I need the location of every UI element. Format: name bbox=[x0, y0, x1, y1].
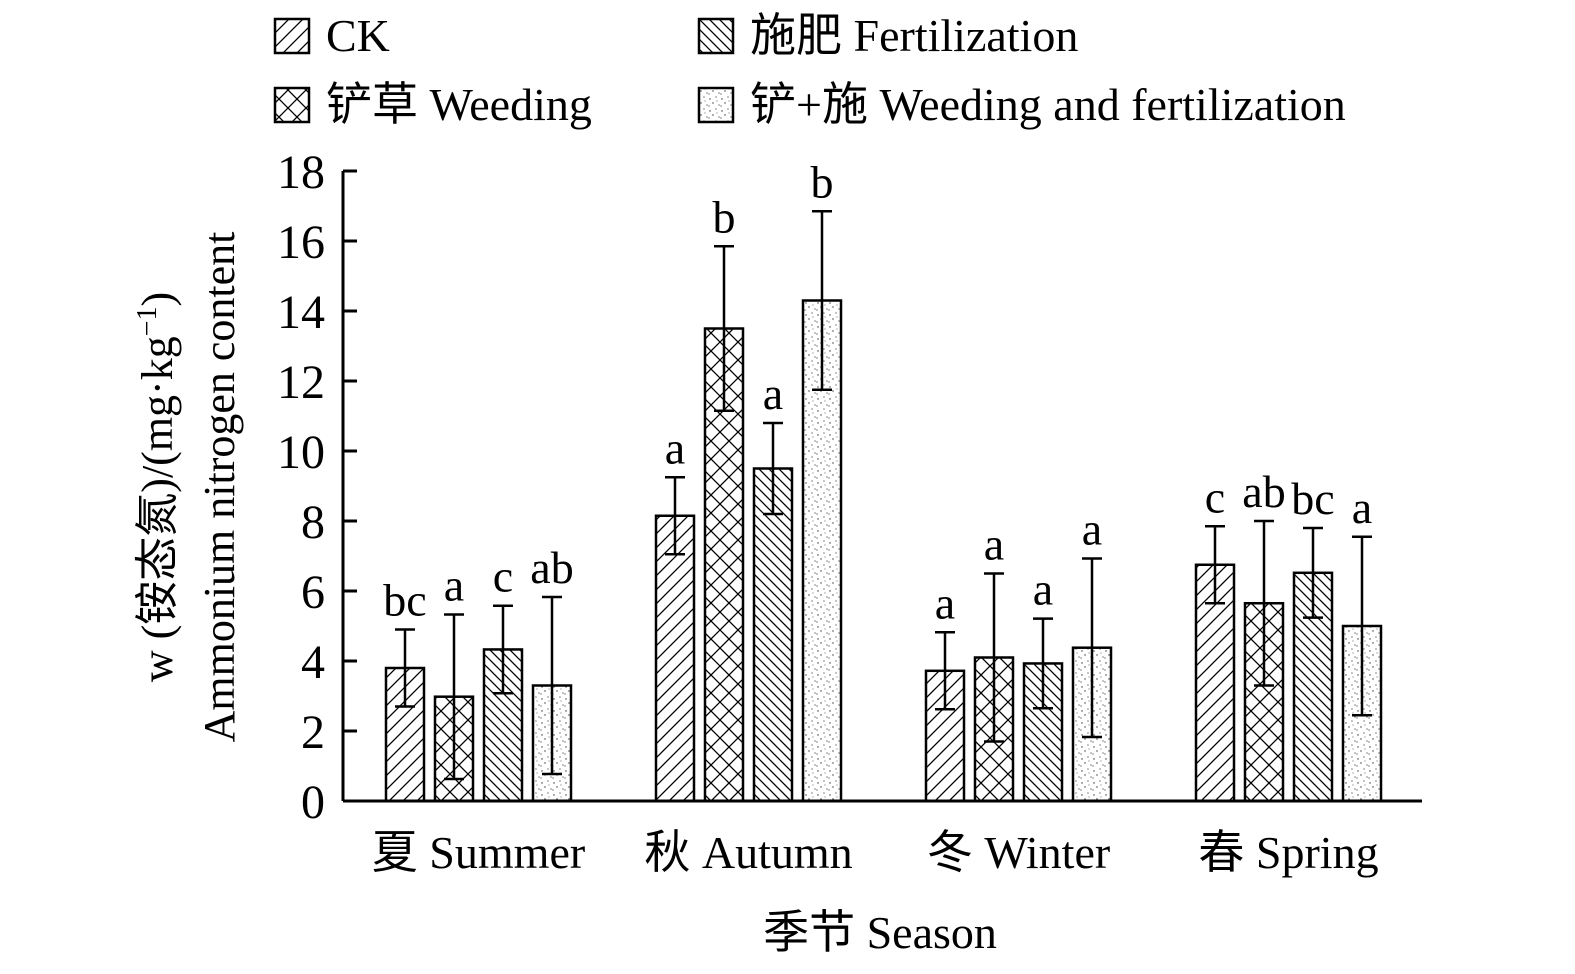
significance-letter: bc bbox=[1291, 473, 1334, 524]
significance-letter: a bbox=[444, 559, 464, 610]
y-axis-title-main: w (铵态氮)/(mg·kg bbox=[133, 336, 182, 682]
y-tick-label: 16 bbox=[277, 216, 325, 269]
legend-label-fertilization: 施肥 Fertilization bbox=[750, 10, 1078, 61]
error-bar bbox=[665, 476, 685, 556]
x-category-labels: 夏 Summer 秋 Autumn 冬 Winter 春 Spring bbox=[372, 827, 1379, 878]
significance-letter: a bbox=[935, 577, 955, 628]
error-bar bbox=[763, 421, 783, 516]
legend: CK 施肥 Fertilization 铲草 Weeding 铲+施 Weedi… bbox=[273, 10, 1346, 130]
legend-item-weeding-fertilization: 铲+施 Weeding and fertilization bbox=[697, 79, 1346, 130]
y-tick-label: 2 bbox=[301, 706, 325, 759]
y-axis-title-line1: w (铵态氮)/(mg·kg−1) bbox=[132, 292, 182, 682]
legend-item-fertilization: 施肥 Fertilization bbox=[697, 10, 1078, 61]
y-axis-title-line2-wrap: Ammonium nitrogen content bbox=[195, 232, 244, 743]
y-tick-label: 14 bbox=[277, 286, 325, 339]
y-tick-label: 18 bbox=[277, 146, 325, 199]
significance-letter: a bbox=[1082, 503, 1102, 554]
legend-item-weeding: 铲草 Weeding bbox=[273, 79, 592, 130]
y-axis-title-close: ) bbox=[133, 292, 182, 307]
significance-letter: c bbox=[1205, 471, 1225, 522]
y-tick-label: 8 bbox=[301, 496, 325, 549]
bar bbox=[654, 514, 696, 803]
legend-swatch-weeding bbox=[273, 86, 311, 124]
legend-label-weeding: 铲草 Weeding bbox=[326, 79, 592, 130]
y-axis-title-line2: Ammonium nitrogen content bbox=[195, 232, 244, 743]
error-bar bbox=[1352, 535, 1372, 717]
legend-label-weeding-fertilization: 铲+施 Weeding and fertilization bbox=[750, 79, 1346, 130]
x-axis-title: 季节 Season bbox=[763, 907, 997, 958]
error-bar bbox=[1205, 525, 1225, 605]
significance-letter: a bbox=[1033, 564, 1053, 615]
legend-swatch-fertilization bbox=[697, 17, 735, 55]
bars bbox=[384, 299, 1383, 803]
y-tick-label: 4 bbox=[301, 636, 325, 689]
significance-letter: a bbox=[984, 519, 1004, 570]
error-bar bbox=[395, 628, 415, 708]
y-tick-label: 10 bbox=[277, 426, 325, 479]
error-bar bbox=[1033, 617, 1053, 710]
error-bar bbox=[1254, 519, 1274, 687]
x-category-label: 春 Spring bbox=[1198, 827, 1378, 878]
bar bbox=[752, 467, 794, 803]
x-category-label: 秋 Autumn bbox=[644, 827, 852, 878]
y-axis-title: w (铵态氮)/(mg·kg−1) bbox=[132, 292, 182, 682]
significance-letter: ab bbox=[530, 542, 573, 593]
error-bar bbox=[812, 210, 832, 391]
error-bar bbox=[1082, 557, 1102, 739]
x-category-label: 夏 Summer bbox=[372, 827, 585, 878]
legend-swatch-weeding-fertilization bbox=[697, 86, 735, 124]
legend-swatch-ck bbox=[273, 17, 311, 55]
error-bar bbox=[984, 572, 1004, 743]
significance-letter: b bbox=[811, 156, 834, 207]
error-bar bbox=[1303, 526, 1323, 619]
error-bar bbox=[714, 245, 734, 412]
significance-letter: a bbox=[1352, 482, 1372, 533]
y-tick-label: 0 bbox=[301, 776, 325, 829]
significance-letter: a bbox=[763, 368, 783, 419]
x-category-label: 冬 Winter bbox=[927, 827, 1110, 878]
error-bar bbox=[493, 604, 513, 695]
significance-letter: c bbox=[493, 551, 513, 602]
legend-label-ck: CK bbox=[326, 10, 390, 61]
y-axis-title-superscript: −1 bbox=[132, 307, 163, 337]
y-tick-label: 6 bbox=[301, 566, 325, 619]
error-bar bbox=[444, 613, 464, 781]
significance-letter: ab bbox=[1242, 466, 1285, 517]
error-bar bbox=[542, 595, 562, 776]
error-bars bbox=[395, 210, 1372, 781]
significance-letter: a bbox=[665, 422, 685, 473]
axes: 0 2 4 6 8 10 12 14 16 18 bbox=[277, 146, 1422, 829]
significance-letter: bc bbox=[383, 575, 426, 626]
legend-item-ck: CK bbox=[273, 10, 390, 61]
error-bar bbox=[935, 631, 955, 711]
significance-letter: b bbox=[713, 191, 736, 242]
y-tick-label: 12 bbox=[277, 356, 325, 409]
